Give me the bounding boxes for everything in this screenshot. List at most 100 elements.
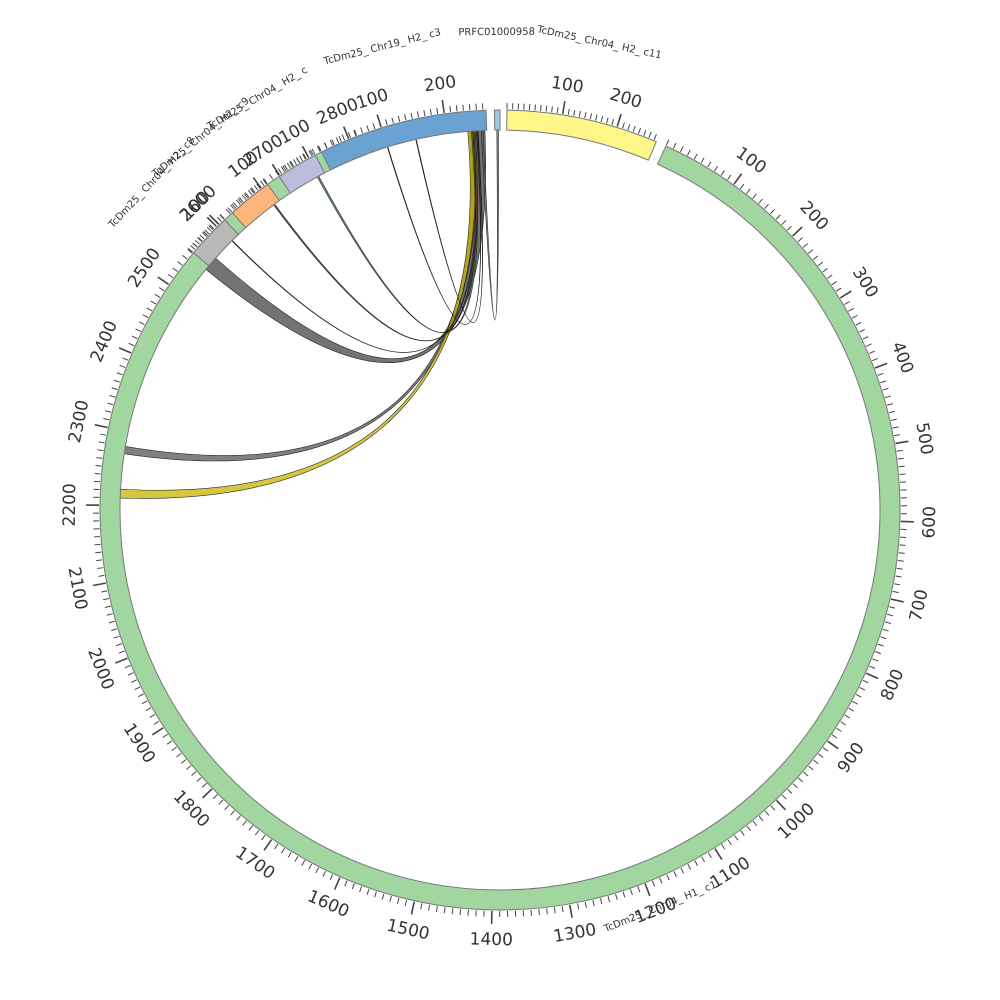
minor-tick xyxy=(104,605,111,609)
minor-tick xyxy=(886,403,893,406)
minor-tick xyxy=(423,110,426,117)
major-tick xyxy=(206,216,218,228)
tick-label: 1300 xyxy=(552,920,598,947)
minor-tick xyxy=(561,906,564,913)
minor-tick xyxy=(244,192,250,198)
minor-tick xyxy=(158,287,165,292)
minor-tick xyxy=(693,153,698,160)
minor-tick xyxy=(114,379,121,383)
minor-tick xyxy=(435,905,438,913)
minor-tick xyxy=(831,734,838,739)
minor-tick xyxy=(899,473,906,476)
minor-tick xyxy=(813,759,819,765)
link-8 xyxy=(480,129,499,321)
tick-label: 500 xyxy=(911,421,936,456)
tick-label: 2500 xyxy=(124,244,165,291)
major-tick xyxy=(376,114,382,128)
minor-tick xyxy=(391,117,394,124)
minor-tick xyxy=(797,237,803,243)
minor-tick xyxy=(294,856,299,862)
minor-tick xyxy=(721,844,726,850)
minor-tick xyxy=(781,220,787,226)
minor-tick xyxy=(338,135,342,142)
minor-tick xyxy=(277,168,283,174)
minor-tick xyxy=(302,153,307,160)
tick-label: 2300 xyxy=(65,398,93,444)
minor-tick xyxy=(822,268,828,273)
minor-tick xyxy=(672,142,677,149)
minor-tick xyxy=(372,123,376,130)
minor-tick xyxy=(181,759,187,764)
minor-tick xyxy=(329,139,334,146)
minor-tick xyxy=(714,165,719,172)
minor-tick xyxy=(895,575,902,578)
minor-tick xyxy=(887,613,894,617)
minor-tick xyxy=(727,174,732,181)
minor-tick xyxy=(831,281,838,286)
minor-tick xyxy=(787,789,793,794)
tick-label: 2100 xyxy=(63,565,91,611)
minor-tick xyxy=(262,178,267,185)
minor-tick xyxy=(758,198,763,204)
minor-tick xyxy=(859,686,866,691)
minor-tick xyxy=(700,157,705,164)
minor-tick xyxy=(606,117,609,124)
minor-tick xyxy=(632,125,636,132)
minor-tick xyxy=(308,150,313,157)
minor-tick xyxy=(871,358,878,362)
minor-tick xyxy=(149,714,156,718)
minor-tick xyxy=(224,805,230,811)
minor-tick xyxy=(786,225,792,231)
segment-label-prfc: PRFC01000958 xyxy=(458,27,535,39)
minor-tick xyxy=(293,159,297,165)
minor-tick xyxy=(274,170,280,176)
minor-tick xyxy=(201,232,208,237)
major-tick xyxy=(839,290,852,299)
minor-tick xyxy=(95,551,102,554)
major-tick xyxy=(561,100,566,115)
segment-c3 xyxy=(320,109,488,171)
links-layer xyxy=(119,129,499,499)
minor-tick xyxy=(374,891,377,898)
minor-tick xyxy=(429,108,432,116)
minor-tick xyxy=(807,249,814,254)
tick-label: 700 xyxy=(906,587,933,623)
minor-tick xyxy=(311,148,316,155)
tick-label: 1600 xyxy=(304,886,352,922)
minor-tick xyxy=(615,893,618,900)
minor-tick xyxy=(385,119,388,126)
minor-tick xyxy=(280,847,286,854)
minor-tick xyxy=(880,380,887,384)
minor-tick xyxy=(872,658,879,662)
minor-tick xyxy=(534,104,536,111)
major-tick xyxy=(202,788,213,799)
minor-tick xyxy=(893,434,901,437)
minor-tick xyxy=(308,863,313,870)
minor-tick xyxy=(404,899,408,906)
minor-tick xyxy=(381,893,385,900)
minor-tick xyxy=(897,560,904,562)
minor-tick xyxy=(720,170,725,176)
minor-tick xyxy=(359,886,363,893)
minor-tick xyxy=(888,410,895,414)
minor-tick xyxy=(261,834,266,841)
minor-tick xyxy=(191,771,197,776)
minor-tick xyxy=(98,441,105,444)
minor-tick xyxy=(331,139,335,146)
minor-tick xyxy=(106,613,113,616)
minor-tick xyxy=(852,700,858,705)
minor-tick xyxy=(94,472,101,475)
minor-tick xyxy=(659,877,663,884)
major-tick xyxy=(865,672,879,680)
minor-tick xyxy=(899,544,906,546)
minor-tick xyxy=(360,127,364,134)
minor-tick xyxy=(241,194,247,200)
minor-tick xyxy=(269,174,274,180)
minor-tick xyxy=(592,899,595,907)
minor-tick xyxy=(256,183,261,189)
minor-tick xyxy=(119,364,126,368)
minor-tick xyxy=(219,214,225,220)
minor-tick xyxy=(218,799,224,805)
minor-tick xyxy=(551,106,553,113)
minor-tick xyxy=(578,110,581,118)
